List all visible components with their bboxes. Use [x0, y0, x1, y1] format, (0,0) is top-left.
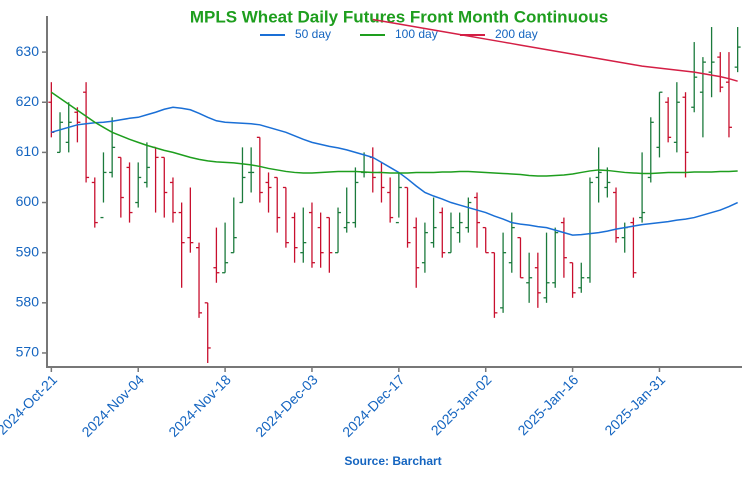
y-tick-label: 570 [16, 344, 40, 360]
y-tick-label: 630 [16, 43, 40, 59]
plot-area [48, 18, 741, 363]
ma-line [372, 18, 738, 82]
chart-title: MPLS Wheat Daily Futures Front Month Con… [190, 7, 608, 26]
x-tick-label: 2024-Oct-21 [0, 371, 60, 437]
x-tick-label: 2024-Dec-03 [252, 371, 321, 440]
x-tick-label: 2025-Jan-31 [601, 371, 668, 438]
ma-line [50, 91, 738, 177]
source: Source: Barchart [344, 454, 441, 468]
ma-line [51, 106, 738, 236]
y-tick-label: 580 [16, 294, 40, 310]
x-tick-label: 2024-Nov-04 [78, 371, 147, 440]
y-tick-label: 610 [16, 143, 40, 159]
legend-label: 100 day [395, 27, 438, 41]
legend-label: 200 day [495, 27, 538, 41]
x-tick-label: 2024-Dec-17 [339, 371, 408, 440]
y-tick-label: 620 [16, 93, 40, 109]
x-tick-label: 2025-Jan-02 [428, 371, 495, 438]
x-tick-label: 2024-Nov-18 [165, 371, 234, 440]
y-tick-label: 590 [16, 243, 40, 259]
x-tick-label: 2025-Jan-16 [514, 371, 581, 438]
y-tick-label: 600 [16, 193, 40, 209]
legend-label: 50 day [295, 27, 331, 41]
